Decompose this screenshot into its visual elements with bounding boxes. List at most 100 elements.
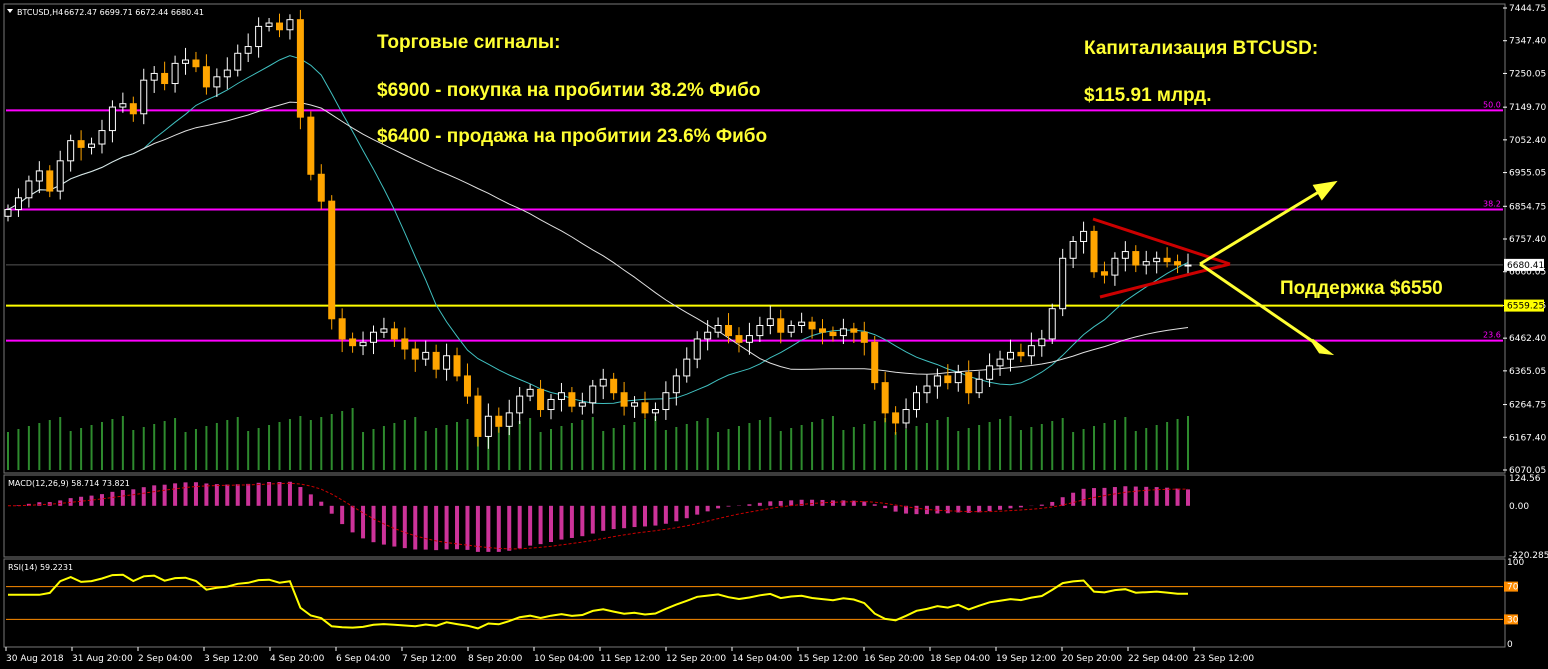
candle-body[interactable] xyxy=(923,385,931,394)
candle-body[interactable] xyxy=(547,398,555,411)
candle-body[interactable] xyxy=(672,375,680,394)
candle-body[interactable] xyxy=(881,382,889,414)
candle-body[interactable] xyxy=(839,328,847,337)
candle-body[interactable] xyxy=(1038,338,1046,347)
candle-body[interactable] xyxy=(996,358,1004,367)
candle-body[interactable] xyxy=(954,372,962,384)
candle-body[interactable] xyxy=(599,378,607,387)
candle-body[interactable] xyxy=(192,59,200,68)
candle-body[interactable] xyxy=(474,395,482,437)
candle-body[interactable] xyxy=(349,338,357,347)
candle-body[interactable] xyxy=(369,331,377,343)
candle-body[interactable] xyxy=(129,103,137,115)
candle-body[interactable] xyxy=(860,331,868,343)
candle-body[interactable] xyxy=(965,372,973,394)
candle-body[interactable] xyxy=(819,328,827,333)
candle-body[interactable] xyxy=(1017,351,1025,357)
candle-body[interactable] xyxy=(1153,257,1161,263)
candle-body[interactable] xyxy=(808,321,816,330)
candle-body[interactable] xyxy=(516,395,524,414)
candle-body[interactable] xyxy=(589,385,597,404)
candle-body[interactable] xyxy=(693,338,701,360)
candle-body[interactable] xyxy=(46,170,54,192)
candle-body[interactable] xyxy=(234,52,242,71)
candle-body[interactable] xyxy=(537,388,545,411)
candle-body[interactable] xyxy=(432,351,440,370)
time-axis[interactable]: 30 Aug 2018 31 Aug 20:00 2 Sep 04:00 3 Sep … xyxy=(5,647,1254,664)
candle-body[interactable] xyxy=(1080,230,1088,242)
candle-body[interactable] xyxy=(213,76,221,88)
candle-body[interactable] xyxy=(631,402,639,407)
candle-body[interactable] xyxy=(902,409,910,424)
candle-body[interactable] xyxy=(1163,257,1171,263)
candle-body[interactable] xyxy=(933,375,941,387)
candle-body[interactable] xyxy=(202,66,210,88)
candle-body[interactable] xyxy=(108,106,116,132)
candle-body[interactable] xyxy=(35,170,43,182)
candle-body[interactable] xyxy=(411,348,419,360)
candle-body[interactable] xyxy=(986,365,994,380)
candle-body[interactable] xyxy=(67,140,75,162)
candle-body[interactable] xyxy=(944,375,952,384)
candle-body[interactable] xyxy=(683,358,691,377)
candle-body[interactable] xyxy=(651,409,659,414)
candle-body[interactable] xyxy=(98,130,106,145)
candle-body[interactable] xyxy=(484,415,492,437)
candle-body[interactable] xyxy=(422,351,430,360)
candle-body[interactable] xyxy=(401,338,409,350)
candle-body[interactable] xyxy=(735,335,743,343)
candle-body[interactable] xyxy=(1006,351,1014,360)
candle-body[interactable] xyxy=(610,378,618,394)
candle-body[interactable] xyxy=(704,331,712,340)
candle-body[interactable] xyxy=(380,328,388,333)
candle-body[interactable] xyxy=(56,160,64,192)
candle-body[interactable] xyxy=(307,116,315,175)
candle-body[interactable] xyxy=(4,209,12,217)
candle-body[interactable] xyxy=(171,62,179,85)
candle-body[interactable] xyxy=(443,355,451,370)
candle-body[interactable] xyxy=(1069,240,1077,259)
candle-body[interactable] xyxy=(912,392,920,411)
candle-body[interactable] xyxy=(1027,345,1035,357)
candle-body[interactable] xyxy=(1100,271,1108,276)
candle-body[interactable] xyxy=(620,392,628,407)
candle-body[interactable] xyxy=(14,197,22,211)
candle-body[interactable] xyxy=(641,402,649,414)
candle-body[interactable] xyxy=(463,375,471,397)
candle-body[interactable] xyxy=(1132,251,1140,266)
candle-body[interactable] xyxy=(265,22,273,27)
candle-body[interactable] xyxy=(140,79,148,115)
candle-body[interactable] xyxy=(1174,261,1182,266)
candle-body[interactable] xyxy=(1090,230,1098,273)
candle-body[interactable] xyxy=(276,22,284,31)
candle-body[interactable] xyxy=(798,321,806,327)
candle-body[interactable] xyxy=(1121,251,1129,259)
candle-body[interactable] xyxy=(526,388,534,397)
candle-body[interactable] xyxy=(223,69,231,78)
candle-body[interactable] xyxy=(77,140,85,148)
candle-body[interactable] xyxy=(1184,264,1192,267)
candle-body[interactable] xyxy=(495,415,503,427)
candle-body[interactable] xyxy=(787,325,795,333)
candle-body[interactable] xyxy=(578,402,586,407)
candle-body[interactable] xyxy=(1059,257,1067,310)
candle-body[interactable] xyxy=(756,325,764,337)
candle-body[interactable] xyxy=(1142,261,1150,266)
candle-body[interactable] xyxy=(745,335,753,343)
price-axis[interactable]: 7444.75 7347.40 7250.05 7149.70 7052.40 6955.… xyxy=(1503,4,1546,476)
candle-body[interactable] xyxy=(662,392,670,411)
candle-body[interactable] xyxy=(714,325,722,333)
candle-body[interactable] xyxy=(850,328,858,333)
candle-body[interactable] xyxy=(161,72,169,85)
candle-body[interactable] xyxy=(1048,308,1056,340)
candle-body[interactable] xyxy=(557,392,565,400)
candle-body[interactable] xyxy=(296,19,304,118)
candle-body[interactable] xyxy=(286,19,294,31)
candle-body[interactable] xyxy=(119,103,127,108)
candle-body[interactable] xyxy=(505,412,513,427)
candle-body[interactable] xyxy=(766,318,774,327)
candle-body[interactable] xyxy=(871,341,879,384)
candle-body[interactable] xyxy=(25,180,33,199)
candle-body[interactable] xyxy=(568,392,576,407)
